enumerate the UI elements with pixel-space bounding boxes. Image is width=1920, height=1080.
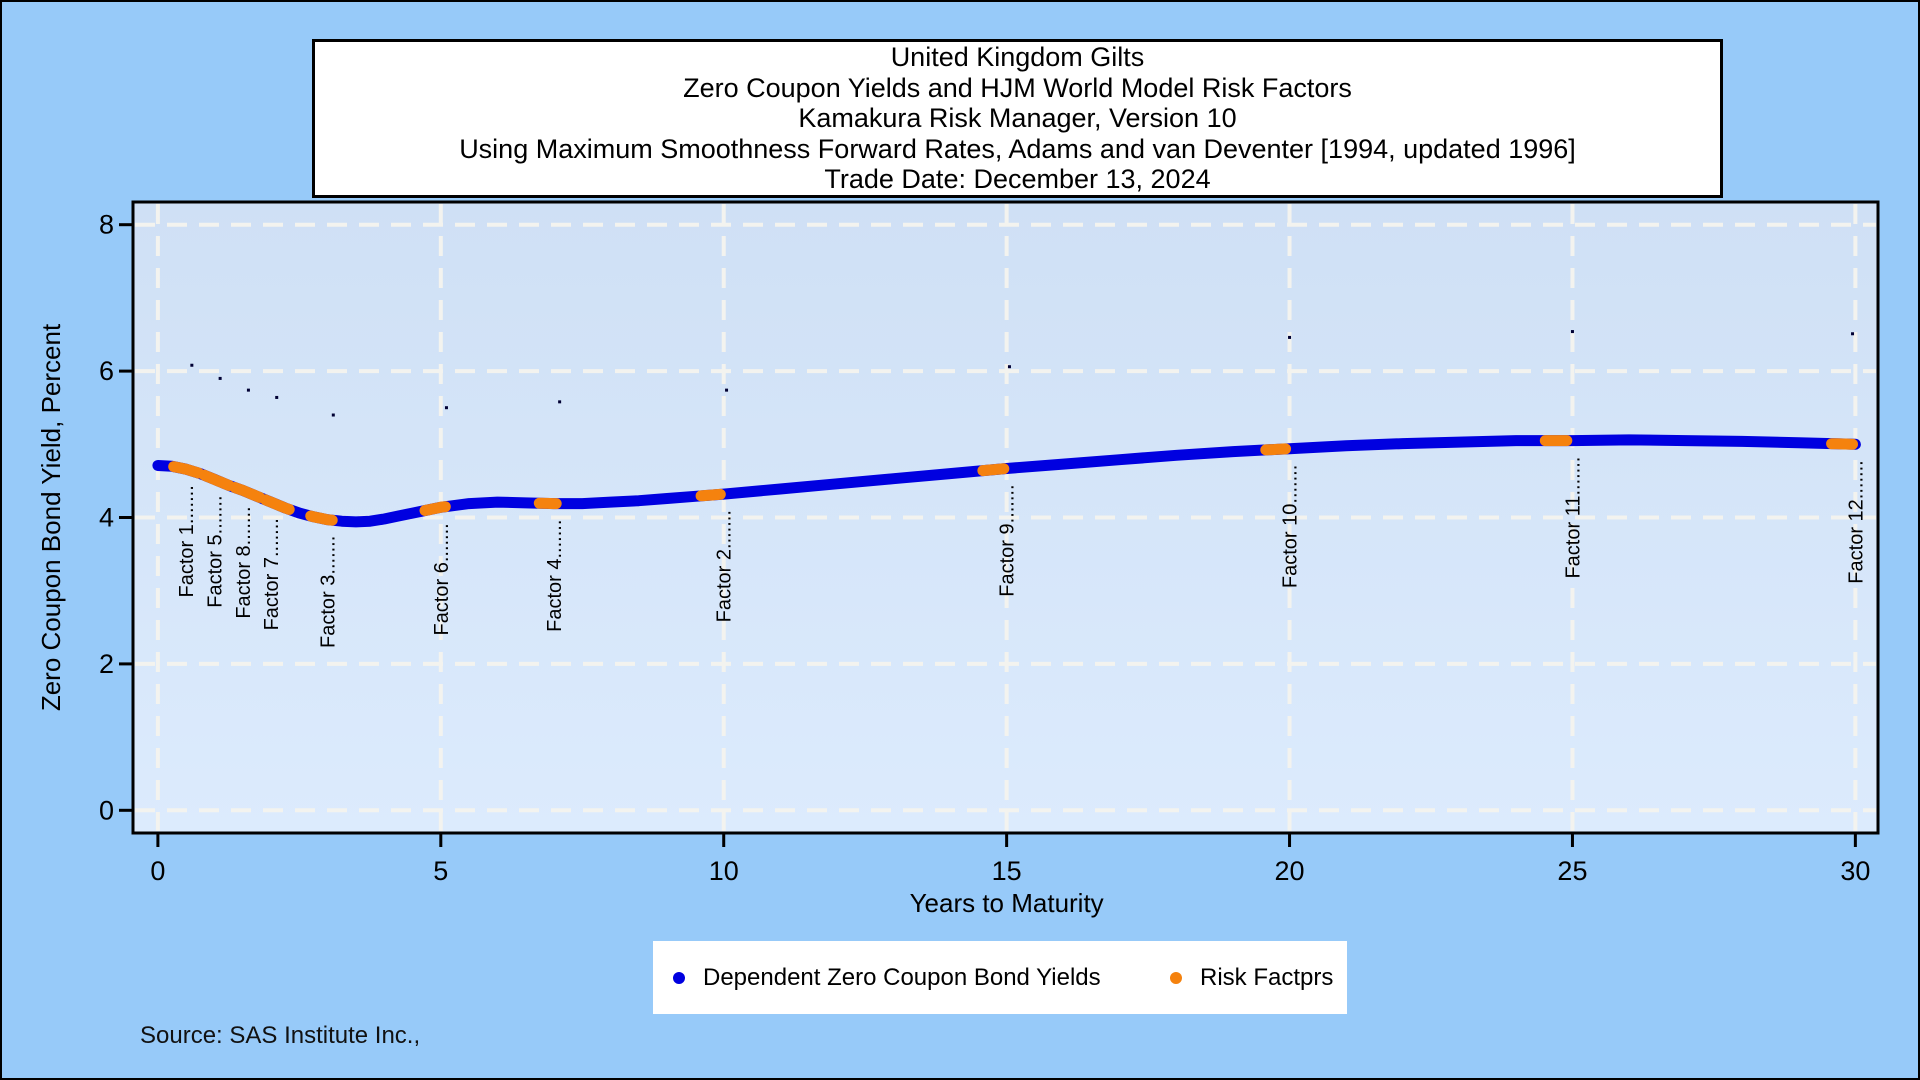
y-tick-label: 6 [99,356,114,386]
factor-label: Factor 4....... [544,520,566,632]
scatter-dot [218,376,222,380]
legend: Dependent Zero Coupon Bond Yields Risk F… [653,941,1347,1014]
x-tick-label: 5 [433,856,448,886]
y-tick-label: 8 [99,210,114,240]
risk-factor-segment [977,463,1010,477]
factor-label: Factor 6....... [431,523,453,635]
x-tick-label: 30 [1840,856,1870,886]
scatter-dot [275,395,279,399]
x-tick-label: 20 [1275,856,1305,886]
risk-factor-segment [1826,438,1858,450]
x-axis-title: Years to Maturity [910,888,1104,918]
factor-label: Factor 8....... [233,506,255,618]
legend-label: Risk Factprs [1200,963,1334,991]
scatter-dot [1570,330,1574,334]
scatter-dot [444,406,448,410]
factor-label: Factor 12....... [1845,460,1867,583]
chart-title-line: Zero Coupon Yields and HJM World Model R… [683,72,1352,103]
scatter-dot [331,413,335,417]
risk-factor-segment [305,510,338,526]
risk-factor-segment [229,482,266,503]
chart-title-line: Trade Date: December 13, 2024 [824,164,1211,195]
legend-label: Dependent Zero Coupon Bond Yields [703,963,1101,991]
x-tick-label: 25 [1557,856,1587,886]
risk-factor-segment [198,469,235,491]
blue-dot-icon [673,971,685,984]
scatter-dot [1851,332,1855,336]
x-tick-label: 15 [992,856,1022,886]
risk-factor-segment [695,488,726,502]
factor-label: Factor 3....... [318,536,340,648]
risk-factor-segment [168,461,205,479]
scatter-dot [558,400,562,404]
scatter-dot [246,388,250,392]
scatter-dot [1288,335,1292,339]
chart-title-line: United Kingdom Gilts [890,42,1145,73]
legend-item-dependent-yields: Dependent Zero Coupon Bond Yields [673,941,1101,1014]
legend-item-risk-factors: Risk Factprs [1170,941,1333,1014]
x-tick-label: 10 [709,856,739,886]
factor-label: Factor 2....... [714,510,736,622]
factor-label: Factor 11....... [1562,457,1584,579]
x-tick-label: 0 [150,856,165,886]
source-note: Source: SAS Institute Inc., [140,1022,421,1049]
orange-dot-icon [1170,971,1182,984]
factor-label: Factor 10....... [1280,465,1302,588]
y-axis-title: Zero Coupon Bond Yield, Percent [36,323,66,711]
factor-label: Factor 1....... [176,485,198,597]
factor-label: Factor 9....... [997,484,1019,596]
y-tick-label: 0 [99,795,114,825]
risk-factor-segment [419,501,451,516]
scatter-dot [190,363,194,367]
chart-title-line: Kamakura Risk Manager, Version 10 [798,103,1237,134]
factor-label: Factor 5....... [204,495,226,607]
factor-label: Factor 7....... [261,518,283,630]
y-tick-label: 2 [99,649,114,679]
chart-title-line: Using Maximum Smoothness Forward Rates, … [459,133,1576,164]
risk-factor-segment [1260,443,1292,456]
scatter-dot [1007,365,1011,369]
chart-title-box: United Kingdom Gilts Zero Coupon Yields … [312,39,1723,198]
y-tick-label: 4 [99,503,114,533]
risk-factor-segment [259,494,295,515]
scatter-dot [725,388,729,392]
